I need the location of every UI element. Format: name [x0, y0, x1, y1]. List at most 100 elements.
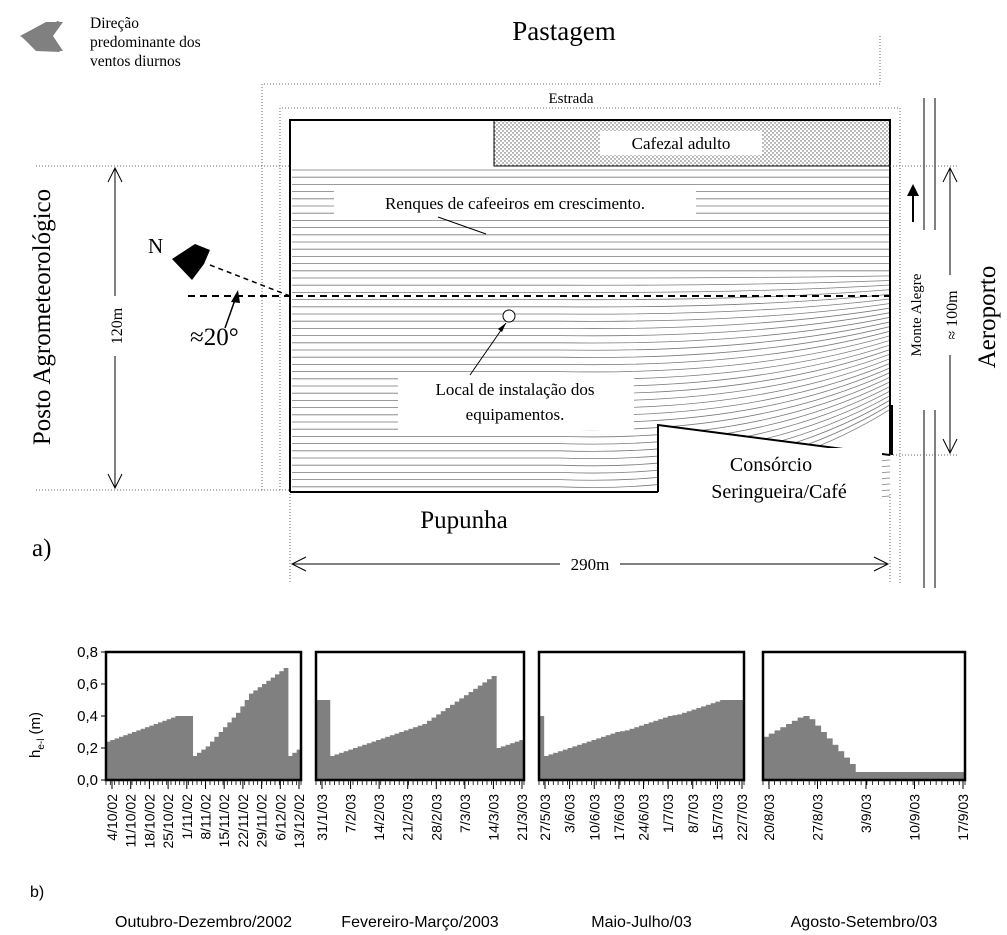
bar	[214, 736, 220, 780]
bar	[763, 736, 770, 780]
x-tick-label: 25/10/02	[160, 794, 176, 849]
install-label-1: Local de instalação dos	[435, 380, 594, 399]
x-tick-label: 7/2/03	[343, 794, 359, 833]
consortium-label-1: Consórcio	[730, 454, 812, 476]
dim-120-arrow-bottom	[107, 473, 123, 490]
chart-panel-3: 27/5/03 3/6/03 10/6/03 17/6/03 24/6/03 1/7/03…	[537, 650, 750, 931]
x-tick-label: 22/7/03	[734, 794, 750, 841]
bar	[658, 719, 664, 780]
bar	[797, 717, 804, 780]
bar	[820, 732, 827, 780]
wind-legend-line-2: predominante dos	[90, 34, 201, 51]
bar	[605, 735, 611, 780]
bar	[629, 728, 635, 780]
bar	[371, 741, 377, 780]
bar	[473, 688, 479, 780]
bar	[320, 700, 326, 780]
bar	[413, 727, 419, 780]
y-tick-label: 0,4	[77, 708, 98, 725]
bar	[539, 716, 545, 780]
bar	[110, 740, 116, 780]
pupunha-label: Pupunha	[420, 507, 508, 534]
bar	[132, 732, 137, 780]
y-tick-label: 0,0	[77, 772, 98, 789]
x-tick-label: 15/11/02	[216, 794, 232, 848]
bar	[710, 703, 716, 780]
monte-alegre-arrowhead	[907, 184, 919, 196]
install-leader-line	[469, 322, 507, 376]
charts: 4/10/02 11/10/02 18/10/02 25/10/02 1/11/02 8/…	[104, 650, 971, 931]
install-arrowhead	[498, 323, 506, 332]
monte-alegre-label-box	[903, 230, 937, 410]
bar	[376, 740, 382, 780]
crop-row-line	[292, 288, 890, 301]
bar	[227, 722, 233, 780]
bar	[872, 772, 879, 780]
period-label: Maio-Julho/03	[591, 914, 692, 931]
bar	[179, 716, 185, 780]
bar	[959, 772, 966, 780]
bar	[166, 719, 172, 780]
bar	[408, 728, 414, 780]
bar	[696, 708, 702, 780]
bar	[729, 700, 735, 780]
bar	[145, 727, 150, 780]
bar	[691, 709, 697, 780]
crop-row-line	[292, 292, 890, 308]
bar	[445, 708, 451, 780]
bar	[843, 757, 850, 780]
bar	[218, 732, 224, 780]
bar	[500, 746, 506, 780]
bar	[620, 731, 626, 780]
bar	[119, 736, 124, 780]
bar	[648, 722, 654, 780]
consortium-label-box	[676, 448, 882, 510]
bar	[780, 727, 787, 780]
bar	[468, 692, 474, 780]
bar	[724, 700, 731, 780]
angle-label: ≈20°	[190, 324, 239, 351]
chart-frame	[314, 650, 526, 782]
bar	[339, 752, 345, 780]
bar	[334, 754, 340, 780]
bar	[667, 716, 673, 780]
bar	[624, 730, 630, 780]
bar	[809, 719, 816, 780]
field-outline	[289, 119, 891, 493]
crop-row-line	[292, 275, 890, 279]
y-tick-label: 0,8	[77, 644, 98, 661]
install-point-icon	[502, 309, 516, 323]
bar	[153, 724, 159, 780]
x-tick-label: 27/8/03	[810, 794, 826, 841]
bar	[918, 772, 925, 780]
bar	[482, 682, 488, 780]
x-tick-label: 8/11/02	[198, 794, 214, 840]
bar	[953, 772, 960, 780]
north-label: N	[148, 234, 163, 258]
bar	[572, 746, 578, 780]
coffee-adult-label-box	[600, 131, 762, 155]
period-label: Fevereiro-Março/2003	[341, 914, 499, 931]
x-tick-label: 1/7/03	[660, 794, 676, 833]
y-axis-label-text: he-l (m)	[27, 712, 47, 758]
bar	[907, 772, 914, 780]
chart-panel-1: 4/10/02 11/10/02 18/10/02 25/10/02 1/11/02 8/…	[104, 650, 307, 931]
crop-row-line	[292, 323, 890, 358]
bar	[720, 700, 726, 780]
crop-row-line	[292, 284, 890, 293]
chart-section: he-l(m) 0,00,20,40,60,8 4/10/02 11/10/02 1…	[27, 644, 971, 931]
x-tick-label: 13/12/02	[291, 794, 307, 849]
bar	[774, 730, 781, 780]
bar	[325, 700, 331, 780]
bar	[240, 706, 246, 780]
bar	[861, 772, 868, 780]
y-tick-label: 0,6	[77, 676, 98, 693]
bar	[140, 728, 146, 780]
chart-panel-2: 31/1/03 7/2/03 14/2/03 21/2/03 28/2/03 7/3/03…	[314, 650, 530, 931]
bar	[600, 736, 607, 780]
bar	[936, 772, 943, 780]
bar	[366, 743, 372, 780]
bar	[201, 749, 207, 780]
bar	[357, 746, 363, 780]
bar	[577, 744, 583, 780]
